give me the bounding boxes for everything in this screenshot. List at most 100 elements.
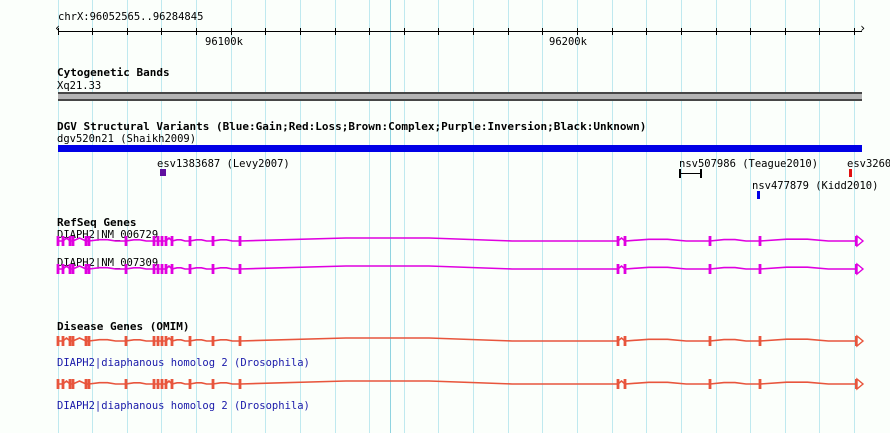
track-title-disease-genes-omim[interactable]: Disease Genes (OMIM)	[57, 320, 190, 333]
gene-exon	[188, 336, 192, 346]
gene-label-refseq-genes-0[interactable]: DIAPH2|NM_006729	[57, 229, 159, 241]
ruler-tick	[785, 28, 786, 35]
gene-exon	[71, 336, 75, 346]
ruler-tick	[681, 28, 682, 35]
gene-label-refseq-genes-1[interactable]: DIAPH2|NM_007309	[57, 257, 159, 269]
ruler-tick	[161, 28, 162, 35]
ruler-coordinate-label: 96200k	[549, 36, 587, 48]
track-title-cytogenetic-bands[interactable]: Cytogenetic Bands	[57, 66, 170, 79]
gene-exon	[188, 236, 192, 246]
gene-exon	[84, 336, 88, 346]
gene-exon	[56, 379, 60, 389]
ruler-tick	[508, 28, 509, 35]
ruler-tick	[231, 28, 232, 35]
gene-exon	[84, 379, 88, 389]
gene-exon	[164, 264, 168, 274]
ruler-right-arrow-icon[interactable]: ›	[859, 21, 867, 35]
gene-exon	[211, 379, 215, 389]
ibeam-right-cap	[700, 169, 702, 178]
track-title-dgv-structural-variants[interactable]: DGV Structural Variants (Blue:Gain;Red:L…	[57, 120, 647, 133]
gene-strand-arrow-icon	[856, 262, 865, 276]
gene-end-bar	[855, 379, 858, 389]
gene-exon	[61, 264, 65, 274]
gene-backbone	[58, 264, 855, 270]
gene-label-disease-genes-omim-0[interactable]: DIAPH2|diaphanous homolog 2 (Drosophila)	[57, 357, 310, 369]
ruler-left-arrow-icon[interactable]: ‹	[54, 21, 62, 35]
gene-exon	[152, 264, 156, 274]
gene-exon	[616, 336, 620, 346]
gene-exon	[170, 379, 174, 389]
gene-exon	[87, 236, 91, 246]
gene-exon	[708, 379, 712, 389]
gene-refseq-genes-0-glyph[interactable]	[0, 233, 890, 249]
gene-exon	[238, 236, 242, 246]
gene-exon	[84, 264, 88, 274]
feature-label-nsv507986[interactable]: nsv507986 (Teague2010)	[679, 158, 819, 170]
gene-exon	[211, 264, 215, 274]
ruler-tick	[369, 28, 370, 35]
gene-disease-genes-omim-0-svg	[56, 334, 865, 348]
gene-refseq-genes-1-glyph[interactable]	[0, 261, 890, 277]
ruler-tick	[646, 28, 647, 35]
feature-box-esv3260[interactable]	[849, 169, 852, 177]
ruler-coordinate-label: 96100k	[205, 36, 243, 48]
gene-exon	[68, 336, 72, 346]
gene-exon	[156, 336, 160, 346]
feature-bar-dgv520n21[interactable]	[58, 145, 862, 152]
ruler-tick	[58, 28, 59, 35]
gene-exon	[68, 236, 72, 246]
feature-ibeam-nsv507986[interactable]	[679, 169, 702, 178]
feature-bar-cytoband[interactable]	[58, 92, 862, 101]
feature-label-esv3260[interactable]: esv3260	[847, 158, 890, 170]
gene-exon	[160, 236, 164, 246]
gene-refseq-genes-1-svg	[56, 262, 865, 276]
feature-label-nsv477879[interactable]: nsv477879 (Kidd2010)	[752, 180, 879, 192]
gene-exon	[152, 379, 156, 389]
ruler-tick	[854, 28, 855, 35]
ruler-tick	[577, 28, 578, 35]
gene-exon	[124, 264, 128, 274]
gene-exon	[87, 336, 91, 346]
gene-exon	[160, 264, 164, 274]
feature-box-esv1383687[interactable]	[160, 169, 166, 176]
ruler-tick	[612, 28, 613, 35]
gene-strand-arrow-icon	[856, 234, 865, 248]
gene-exon	[758, 236, 762, 246]
ruler-tick	[300, 28, 301, 35]
gene-exon	[708, 264, 712, 274]
gene-exon	[56, 264, 60, 274]
feature-label-dgv520n21[interactable]: dgv520n21 (Shaikh2009)	[57, 133, 197, 145]
gene-exon	[623, 336, 627, 346]
ruler-tick	[127, 28, 128, 35]
gene-strand-arrow-icon	[856, 334, 865, 348]
gene-exon	[708, 236, 712, 246]
gene-exon	[84, 236, 88, 246]
gene-exon	[124, 236, 128, 246]
gene-exon	[188, 379, 192, 389]
gene-exon	[238, 264, 242, 274]
gene-disease-genes-omim-0-glyph[interactable]	[0, 333, 890, 349]
ruler-tick	[542, 28, 543, 35]
gene-disease-genes-omim-1-svg	[56, 377, 865, 391]
ruler-tick	[473, 28, 474, 35]
feature-label-esv1383687[interactable]: esv1383687 (Levy2007)	[157, 158, 290, 170]
gene-exon	[170, 336, 174, 346]
gene-exon	[61, 336, 65, 346]
gene-backbone	[58, 236, 855, 242]
gene-exon	[124, 379, 128, 389]
gene-label-disease-genes-omim-1[interactable]: DIAPH2|diaphanous homolog 2 (Drosophila)	[57, 400, 310, 412]
gene-disease-genes-omim-1-glyph[interactable]	[0, 376, 890, 392]
feature-box-nsv477879[interactable]	[757, 191, 760, 199]
gene-exon	[87, 264, 91, 274]
gene-exon	[623, 264, 627, 274]
gene-exon	[170, 264, 174, 274]
ruler-tick	[335, 28, 336, 35]
gene-exon	[758, 336, 762, 346]
ruler-tick	[92, 28, 93, 35]
ruler-tick	[750, 28, 751, 35]
gene-exon	[156, 264, 160, 274]
feature-label-0[interactable]: Xq21.33	[57, 80, 102, 92]
track-title-refseq-genes[interactable]: RefSeq Genes	[57, 216, 137, 229]
